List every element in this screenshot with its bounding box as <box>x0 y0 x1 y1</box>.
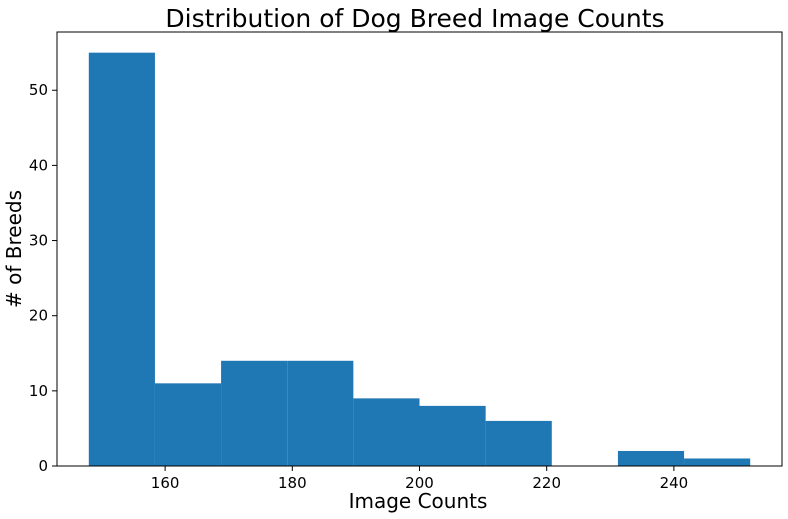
y-tick-label: 50 <box>29 81 48 99</box>
x-tick-label: 200 <box>405 474 434 492</box>
histogram-bar-3 <box>287 360 354 466</box>
x-axis-ticks: 160 180 200 220 240 <box>151 466 688 492</box>
histogram-bar-5 <box>419 405 486 466</box>
histogram-bar-6 <box>485 420 552 466</box>
histogram-bar-8 <box>617 450 685 466</box>
histogram-bar-2 <box>221 360 288 466</box>
histogram-bar-9 <box>684 458 751 466</box>
histogram-bar-1 <box>154 383 222 466</box>
y-axis-label: # of Breeds <box>2 190 26 308</box>
bars-group <box>88 52 751 467</box>
y-tick-label: 40 <box>29 156 48 174</box>
histogram-bar-0 <box>88 52 155 467</box>
histogram-bar-4 <box>353 398 420 466</box>
x-axis-label: Image Counts <box>349 489 488 513</box>
x-tick-label: 180 <box>278 474 307 492</box>
x-tick-label: 220 <box>532 474 561 492</box>
y-tick-label: 0 <box>38 457 48 475</box>
x-tick-label: 240 <box>660 474 689 492</box>
y-tick-label: 30 <box>29 232 48 250</box>
y-axis-ticks: 0 10 20 30 40 50 <box>29 81 57 475</box>
y-tick-label: 20 <box>29 307 48 325</box>
chart-title: Distribution of Dog Breed Image Counts <box>165 4 664 33</box>
y-tick-label: 10 <box>29 382 48 400</box>
x-tick-label: 160 <box>151 474 180 492</box>
